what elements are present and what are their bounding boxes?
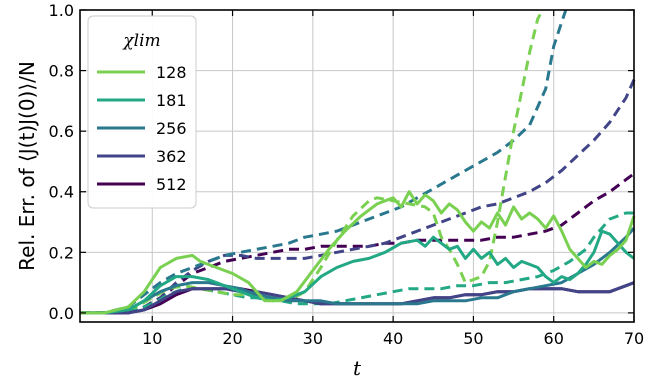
ticks: 10 20 30 40 50 60 70 0.0 0.2 0.4 0.6 0.8 1.0 <box>49 1 645 348</box>
x-tick-label: 50 <box>463 329 483 348</box>
y-axis-label: Rel. Err. of ⟨J(t)J(0)⟩/N <box>15 61 39 271</box>
y-tick-label: 0.4 <box>49 183 74 202</box>
x-tick-label: 30 <box>303 329 323 348</box>
legend: χlim 128 181 256 362 512 <box>87 15 197 209</box>
series-362-dashed-line <box>80 79 636 315</box>
y-tick-label: 0.8 <box>49 62 74 81</box>
x-tick-label: 70 <box>624 329 644 348</box>
legend-title: χlim <box>122 31 160 51</box>
x-axis-label: t <box>353 356 362 380</box>
x-tick-label: 10 <box>142 329 162 348</box>
series-128-dashed-line <box>80 9 544 315</box>
series-362-line <box>80 281 635 315</box>
x-tick-label: 20 <box>222 329 242 348</box>
legend-label-362: 362 <box>156 147 187 166</box>
plot-frame <box>79 9 635 323</box>
legend-label-512: 512 <box>156 175 187 194</box>
series-256-line <box>80 227 636 315</box>
y-tick-label: 0.2 <box>49 243 74 262</box>
series-128-line <box>80 190 636 315</box>
legend-label-181: 181 <box>156 91 187 110</box>
y-tick-label: 1.0 <box>49 1 74 20</box>
series-181-dashed-line <box>80 211 634 315</box>
x-tick-label: 40 <box>383 329 403 348</box>
legend-box <box>87 15 197 209</box>
legend-label-128: 128 <box>156 63 187 82</box>
series-181-line <box>80 229 635 315</box>
y-tick-label: 0.0 <box>49 304 74 323</box>
plot-series <box>80 9 636 315</box>
y-tick-label: 0.6 <box>49 122 74 141</box>
x-tick-label: 60 <box>544 329 564 348</box>
legend-label-256: 256 <box>156 119 187 138</box>
